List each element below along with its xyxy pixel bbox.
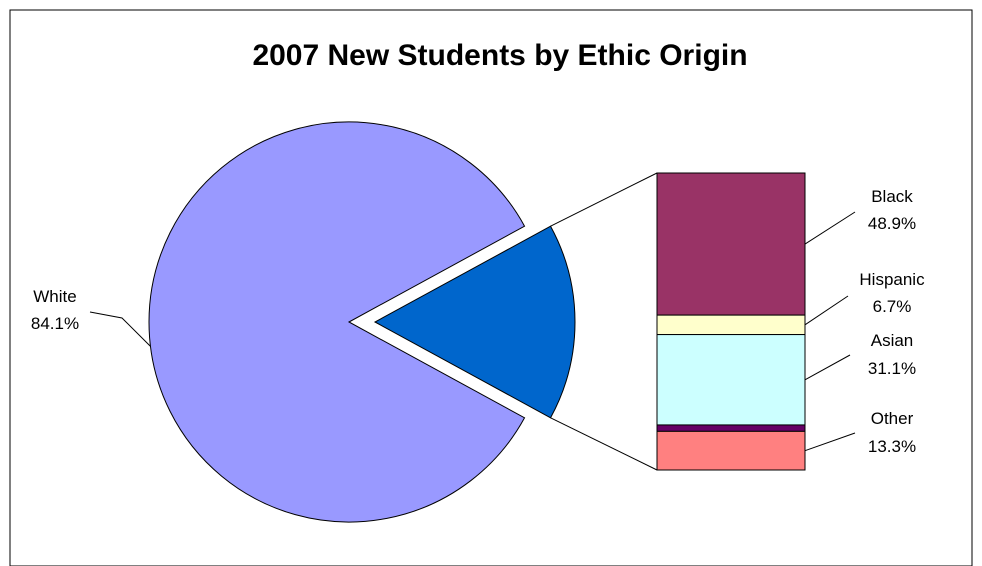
leader-line-other xyxy=(804,432,856,452)
bar-segment-other xyxy=(656,430,806,471)
pie-slice-white xyxy=(148,121,526,523)
chart-title: 2007 New Students by Ethic Origin xyxy=(252,39,747,72)
data-label-hispanic-value: 6.7% xyxy=(873,297,912,316)
bar-segment-hispanic xyxy=(656,314,806,336)
connector-line-top xyxy=(550,172,658,227)
leader-line-asian xyxy=(804,354,851,381)
connector-line-bottom xyxy=(550,417,658,471)
leader-line-black xyxy=(804,211,856,245)
data-label-asian-value: 31.1% xyxy=(868,359,916,378)
chart-marks: White 84.1% Black 48.9% Hispanic 6.7% Asian 31.… xyxy=(31,121,925,523)
data-label-other-name: Other xyxy=(871,409,914,428)
data-label-white-name: White xyxy=(33,287,76,306)
data-label-hispanic-name: Hispanic xyxy=(859,270,925,289)
data-label-white-value: 84.1% xyxy=(31,314,79,333)
leader-line-white xyxy=(89,311,151,347)
bar-segment-black xyxy=(656,172,806,316)
data-label-other-value: 13.3% xyxy=(868,437,916,456)
data-label-black-name: Black xyxy=(871,187,913,206)
leader-line-hispanic xyxy=(804,295,849,326)
data-label-asian-name: Asian xyxy=(871,331,914,350)
data-label-black-value: 48.9% xyxy=(868,214,916,233)
bar-segment-unlabeled xyxy=(656,424,806,432)
bar-segment-asian xyxy=(656,334,806,426)
pie-slice-other-groups xyxy=(373,225,576,419)
